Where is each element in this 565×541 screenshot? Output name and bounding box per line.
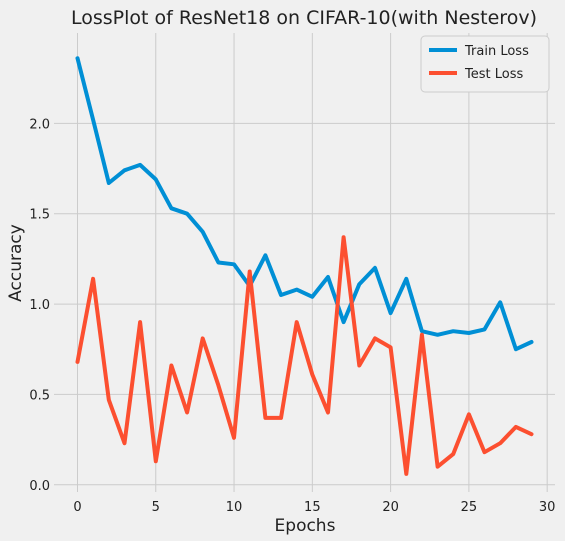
y-tick-label: 1.5 bbox=[29, 208, 50, 223]
legend-label: Test Loss bbox=[464, 67, 523, 82]
y-tick-label: 2.0 bbox=[29, 117, 50, 132]
series-lines bbox=[75, 56, 534, 476]
x-axis-label: Epochs bbox=[275, 516, 336, 536]
x-tick-label: 30 bbox=[539, 500, 556, 515]
x-tick-label: 20 bbox=[382, 500, 399, 515]
x-tick-label: 5 bbox=[152, 500, 160, 515]
y-tick-label: 1.0 bbox=[29, 298, 50, 313]
series-line-test-loss bbox=[75, 235, 534, 476]
x-tick-label: 10 bbox=[226, 500, 243, 515]
legend: Train Loss Test Loss bbox=[420, 35, 550, 93]
tick-labels: 0 5 10 15 20 25 30 0.0 0.5 1.0 1.5 2.0 bbox=[29, 117, 555, 515]
y-tick-label: 0.0 bbox=[29, 479, 50, 494]
y-tick-label: 0.5 bbox=[29, 388, 50, 403]
x-tick-label: 0 bbox=[73, 500, 81, 515]
chart-title: LossPlot of ResNet18 on CIFAR-10(with Ne… bbox=[71, 7, 537, 29]
x-tick-label: 25 bbox=[461, 500, 478, 515]
y-axis-label: Accuracy bbox=[6, 224, 26, 302]
grid bbox=[54, 33, 555, 492]
x-tick-label: 15 bbox=[304, 500, 321, 515]
series-line-train-loss bbox=[75, 56, 534, 352]
legend-label: Train Loss bbox=[464, 44, 529, 59]
